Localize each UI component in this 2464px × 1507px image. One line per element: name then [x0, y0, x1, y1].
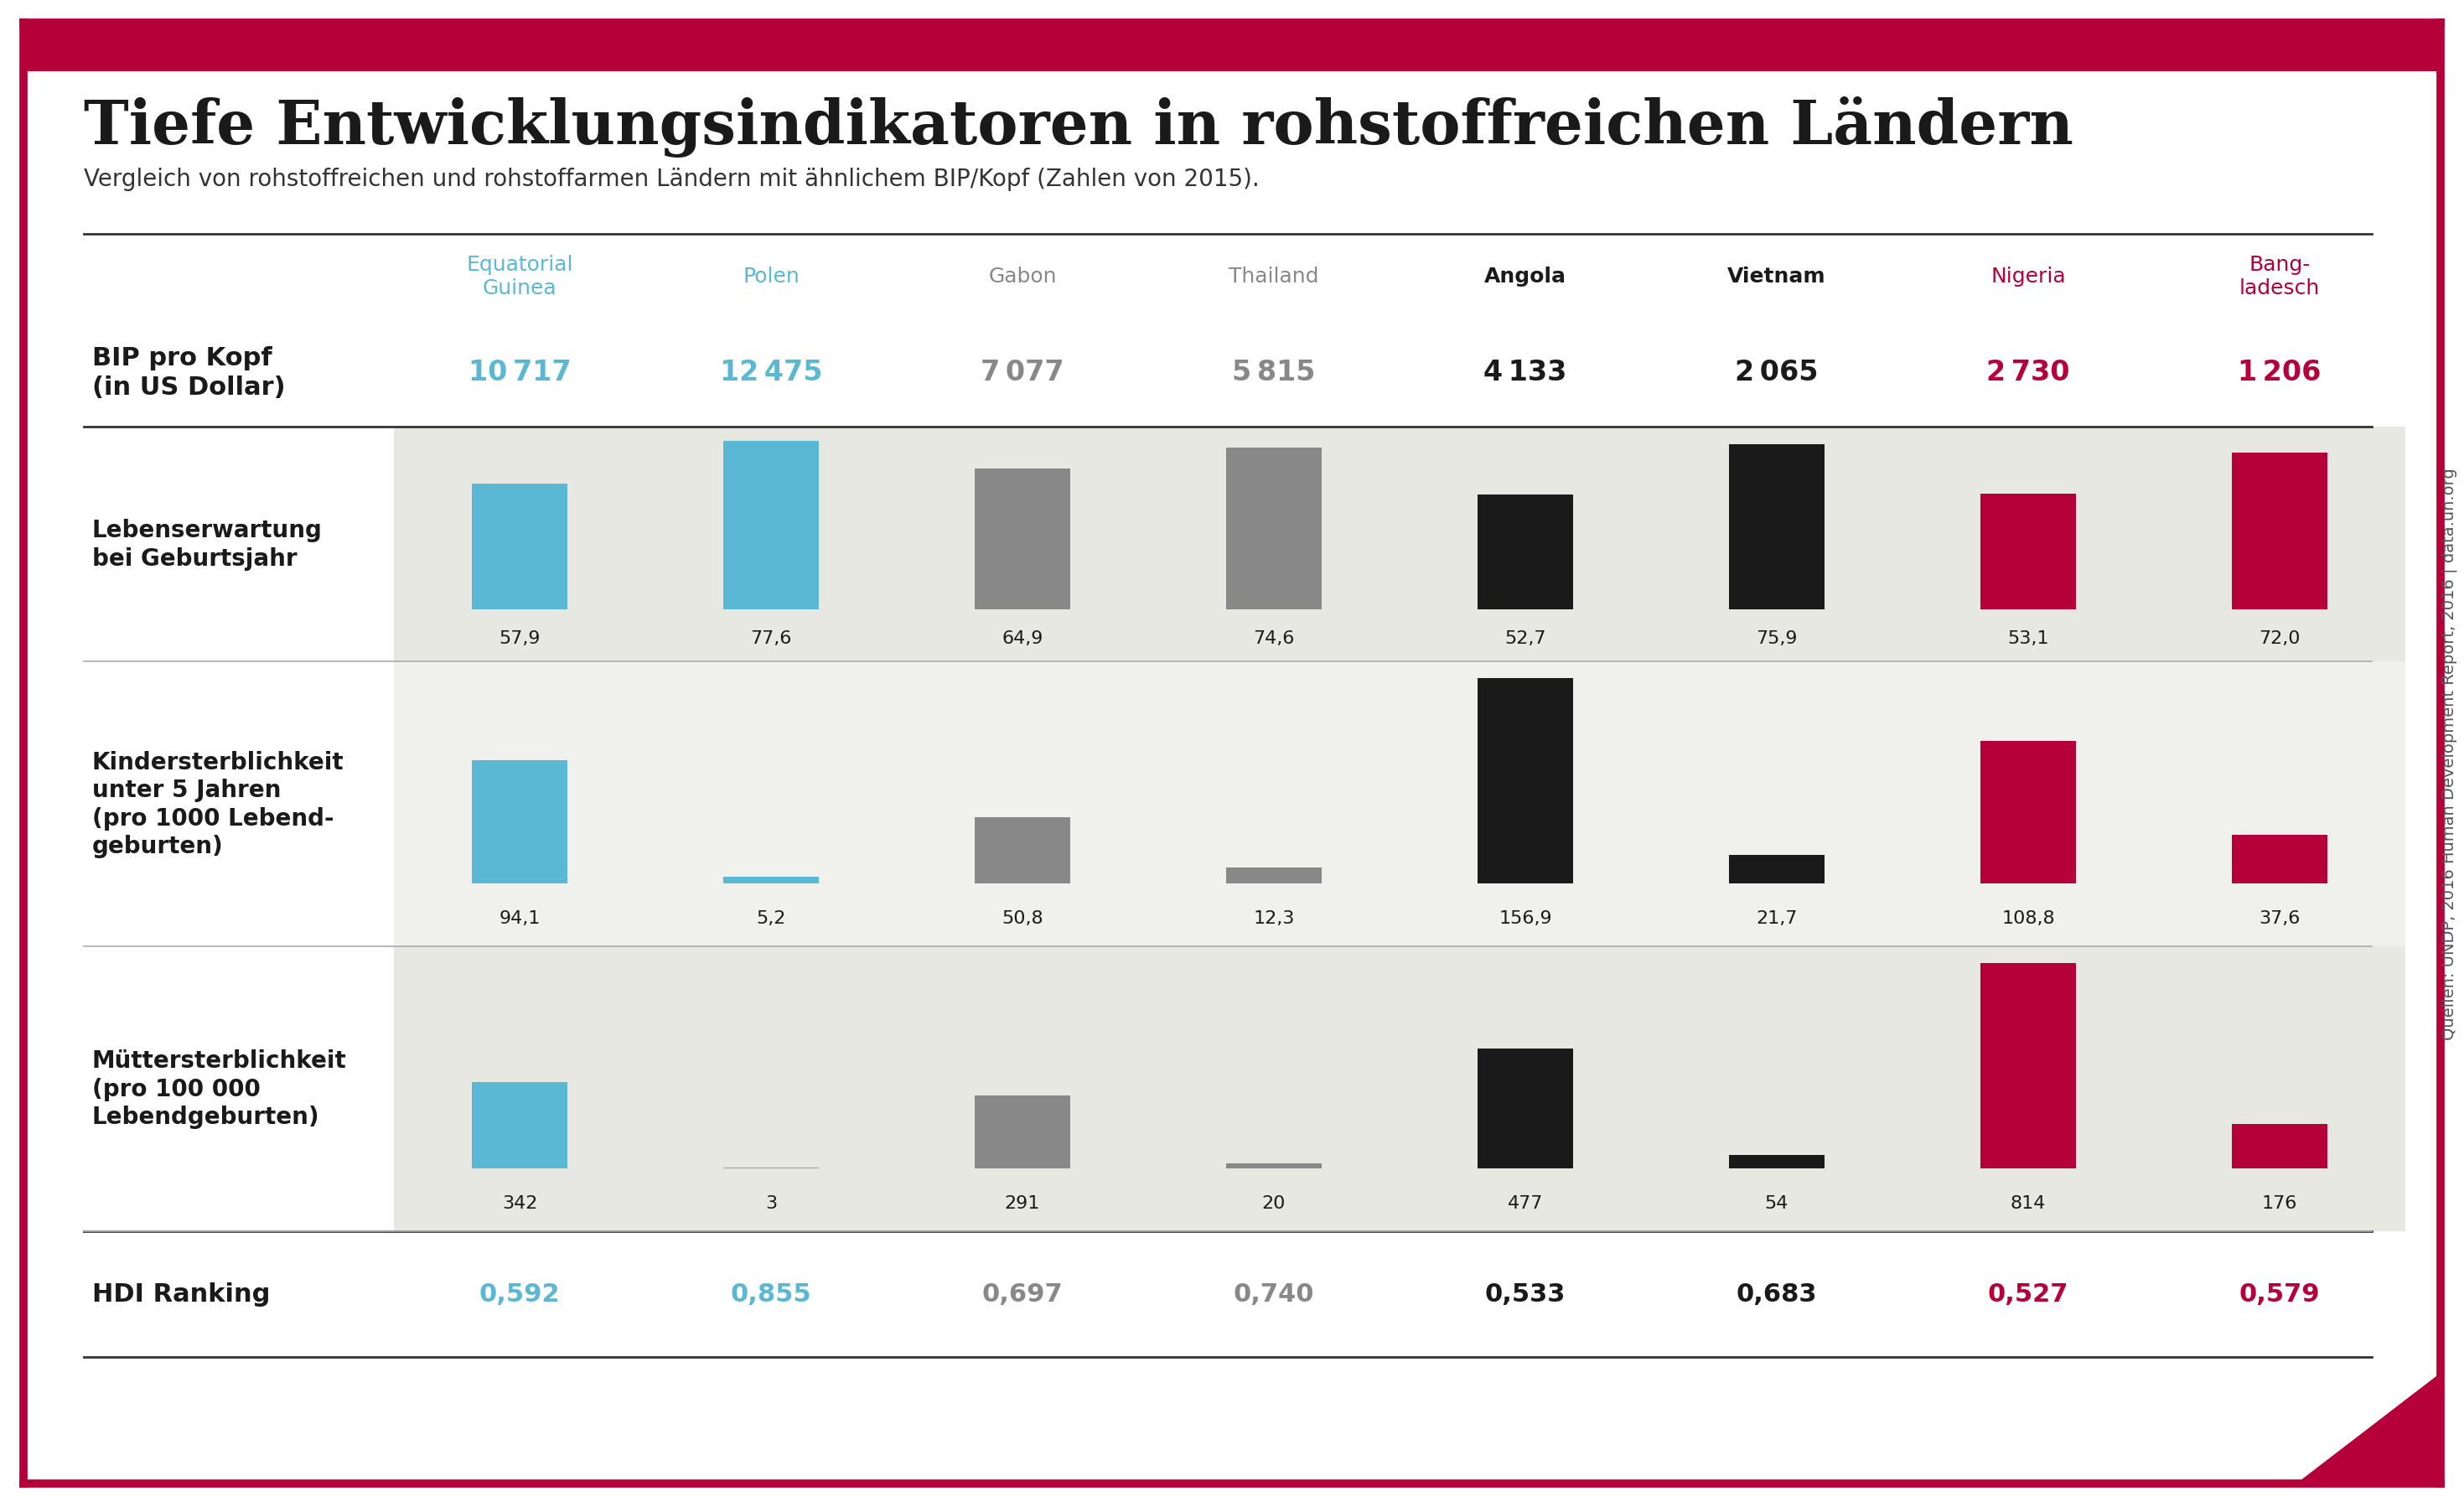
Text: 12,3: 12,3 — [1254, 910, 1294, 927]
Text: 0,533: 0,533 — [1486, 1282, 1565, 1307]
Text: Angola: Angola — [1483, 267, 1567, 286]
Text: 50,8: 50,8 — [1003, 910, 1042, 927]
Text: BIP pro Kopf
(in US Dollar): BIP pro Kopf (in US Dollar) — [91, 345, 286, 399]
Bar — [976, 817, 1069, 885]
Text: 3: 3 — [766, 1195, 776, 1212]
Bar — [1478, 678, 1572, 885]
Bar — [1227, 868, 1321, 885]
Bar — [1981, 741, 2077, 885]
Bar — [471, 1082, 567, 1169]
Bar — [471, 484, 567, 610]
Text: Quellen: UNDP, 2016 Human Development Report, 2016 | data.un.org: Quellen: UNDP, 2016 Human Development Re… — [2442, 467, 2457, 1040]
Text: 477: 477 — [1508, 1195, 1542, 1212]
Text: HDI Ranking: HDI Ranking — [91, 1282, 271, 1307]
Text: 4 133: 4 133 — [1483, 359, 1567, 387]
Bar — [1981, 963, 2077, 1169]
Text: 156,9: 156,9 — [1498, 910, 1552, 927]
Text: Lebenserwartung
bei Geburtsjahr: Lebenserwartung bei Geburtsjahr — [91, 518, 323, 570]
Text: Vergleich von rohstoffreichen und rohstoffarmen Ländern mit ähnlichem BIP/Kopf (: Vergleich von rohstoffreichen und rohsto… — [84, 167, 1259, 191]
Text: 72,0: 72,0 — [2259, 630, 2301, 647]
Bar — [1730, 1156, 1823, 1169]
Text: Müttersterblichkeit
(pro 100 000
Lebendgeburten): Müttersterblichkeit (pro 100 000 Lebendg… — [91, 1049, 347, 1129]
Bar — [1981, 494, 2077, 610]
Text: 21,7: 21,7 — [1757, 910, 1796, 927]
Bar — [2232, 1124, 2328, 1169]
Text: 814: 814 — [2011, 1195, 2045, 1212]
Text: 75,9: 75,9 — [1757, 630, 1799, 647]
Bar — [394, 662, 2405, 946]
Text: 20: 20 — [1262, 1195, 1286, 1212]
Text: 77,6: 77,6 — [752, 630, 791, 647]
Text: 52,7: 52,7 — [1506, 630, 1545, 647]
Text: Gabon: Gabon — [988, 267, 1057, 286]
Text: 1 206: 1 206 — [2237, 359, 2321, 387]
Bar — [976, 1096, 1069, 1169]
Bar — [1227, 448, 1321, 610]
Bar — [1730, 445, 1823, 610]
Text: Vietnam: Vietnam — [1727, 267, 1826, 286]
Text: Kindersterblichkeit
unter 5 Jahren
(pro 1000 Lebend-
geburten): Kindersterblichkeit unter 5 Jahren (pro … — [91, 750, 345, 857]
Polygon shape — [2296, 1373, 2439, 1483]
Text: 291: 291 — [1005, 1195, 1040, 1212]
Bar — [25, 24, 2439, 72]
Text: 37,6: 37,6 — [2259, 910, 2301, 927]
Text: 54: 54 — [1764, 1195, 1789, 1212]
Text: Polen: Polen — [742, 267, 798, 286]
Bar — [724, 877, 818, 885]
Bar — [976, 469, 1069, 610]
Text: 12 475: 12 475 — [719, 359, 823, 387]
Text: 0,579: 0,579 — [2240, 1282, 2321, 1307]
Text: 108,8: 108,8 — [2001, 910, 2055, 927]
Text: 7 077: 7 077 — [981, 359, 1064, 387]
Text: 57,9: 57,9 — [498, 630, 540, 647]
Bar — [1730, 856, 1823, 885]
Text: 74,6: 74,6 — [1254, 630, 1294, 647]
Bar — [394, 426, 2405, 662]
Text: 0,527: 0,527 — [1988, 1282, 2070, 1307]
Text: 5,2: 5,2 — [756, 910, 786, 927]
Text: 64,9: 64,9 — [1003, 630, 1042, 647]
Bar — [724, 442, 818, 610]
Text: Thailand: Thailand — [1230, 267, 1318, 286]
Bar — [394, 946, 2405, 1231]
Text: Bang-
ladesch: Bang- ladesch — [2240, 255, 2321, 298]
Text: 94,1: 94,1 — [498, 910, 540, 927]
Text: 0,683: 0,683 — [1737, 1282, 1816, 1307]
Text: 0,855: 0,855 — [729, 1282, 811, 1307]
Bar — [1478, 496, 1572, 610]
Bar — [2232, 835, 2328, 885]
Text: 0,697: 0,697 — [983, 1282, 1062, 1307]
Text: 5 815: 5 815 — [1232, 359, 1316, 387]
Text: 0,740: 0,740 — [1234, 1282, 1313, 1307]
Bar — [1227, 1163, 1321, 1169]
Bar — [1478, 1049, 1572, 1169]
Text: 176: 176 — [2262, 1195, 2296, 1212]
Text: Nigeria: Nigeria — [1991, 267, 2065, 286]
Text: 0,592: 0,592 — [478, 1282, 559, 1307]
Text: Tiefe Entwicklungsindikatoren in rohstoffreichen Ländern: Tiefe Entwicklungsindikatoren in rohstof… — [84, 96, 2072, 158]
Text: Equatorial
Guinea: Equatorial Guinea — [466, 255, 574, 298]
Text: 10 717: 10 717 — [468, 359, 572, 387]
Text: 53,1: 53,1 — [2008, 630, 2050, 647]
Bar — [2232, 454, 2328, 610]
Text: 342: 342 — [503, 1195, 537, 1212]
Text: 2 065: 2 065 — [1735, 359, 1818, 387]
Bar — [471, 761, 567, 885]
Text: 2 730: 2 730 — [1986, 359, 2070, 387]
